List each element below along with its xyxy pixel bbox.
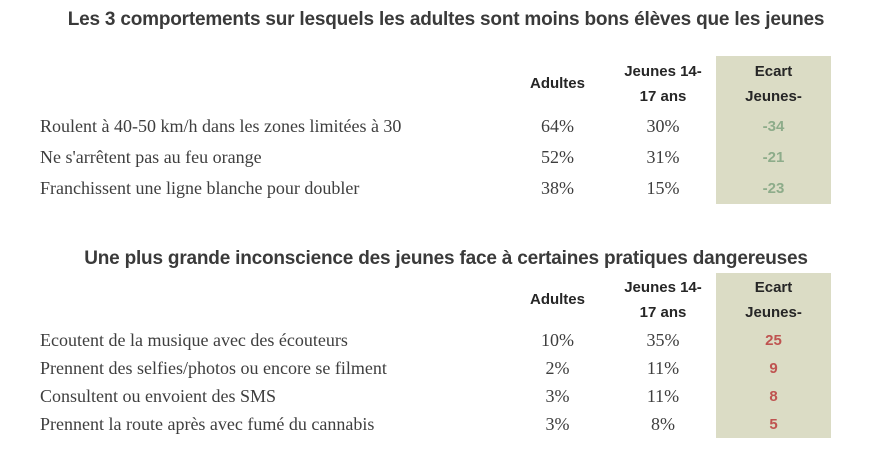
table-row: Franchissent une ligne blanche pour doub… — [40, 173, 892, 204]
column-header-ecart-line2: Jeunes- — [745, 303, 802, 321]
jeunes-value: 30% — [646, 116, 680, 136]
empty-header-cell — [40, 273, 505, 326]
column-header-ecart-line1: Ecart — [754, 62, 793, 80]
behavior-label: Prennent des selfies/photos ou encore se… — [40, 357, 387, 378]
ecart-value: -23 — [716, 173, 831, 204]
table-row: Ecoutent de la musique avec des écouteur… — [40, 326, 892, 354]
jeunes-value: 15% — [646, 178, 680, 198]
table-row: Consultent ou envoient des SMS 3% 11% 8 — [40, 382, 892, 410]
column-header-ecart-line1: Ecart — [754, 278, 793, 296]
ecart-value: -21 — [716, 142, 831, 173]
table-title: Les 3 comportements sur lesquels les adu… — [67, 9, 825, 30]
behavior-label: Ne s'arrêtent pas au feu orange — [40, 147, 262, 167]
table-row: Roulent à 40-50 km/h dans les zones limi… — [40, 111, 892, 142]
ecart-value: 5 — [716, 410, 831, 438]
jeunes-value: 35% — [646, 329, 680, 350]
table-row: Prennent des selfies/photos ou encore se… — [40, 354, 892, 382]
adultes-value: 52% — [541, 147, 574, 167]
column-header-adultes: Adultes — [529, 75, 585, 92]
ecart-value: 9 — [716, 354, 831, 382]
table-row: Ne s'arrêtent pas au feu orange 52% 31% … — [40, 142, 892, 173]
behavior-label: Franchissent une ligne blanche pour doub… — [40, 178, 360, 198]
column-header-jeunes-line2: 17 ans — [639, 87, 687, 105]
adultes-value: 38% — [541, 178, 574, 198]
adultes-value: 2% — [545, 357, 570, 378]
column-header-ecart: Ecart Jeunes- — [716, 56, 831, 111]
jeunes-value: 8% — [651, 413, 675, 434]
table-row: Prennent la route après avec fumé du can… — [40, 410, 892, 438]
column-header-adultes: Adultes — [529, 291, 585, 308]
behavior-label: Roulent à 40-50 km/h dans les zones limi… — [40, 116, 402, 136]
adultes-value: 3% — [545, 385, 570, 406]
column-header-jeunes-line2: 17 ans — [639, 303, 687, 321]
table-title: Une plus grande inconscience des jeunes … — [84, 248, 808, 269]
adultes-value: 10% — [541, 329, 574, 350]
adultes-value: 3% — [545, 413, 570, 434]
ecart-value: 25 — [716, 326, 831, 354]
table-header-row: Adultes Jeunes 14- 17 ans Ecart Jeunes- — [40, 273, 892, 326]
jeunes-value: 11% — [646, 357, 680, 378]
empty-header-cell — [40, 56, 505, 111]
column-header-jeunes-line1: Jeunes 14- — [624, 278, 702, 296]
column-header-jeunes: Jeunes 14- 17 ans — [610, 273, 716, 326]
section-adultes-moins-bons: Les 3 comportements sur lesquels les adu… — [0, 0, 892, 204]
section-inconscience-jeunes: Une plus grande inconscience des jeunes … — [0, 247, 892, 438]
adultes-value: 64% — [541, 116, 574, 136]
column-header-jeunes: Jeunes 14- 17 ans — [610, 56, 716, 111]
jeunes-value: 11% — [646, 385, 680, 406]
ecart-value: -34 — [716, 111, 831, 142]
jeunes-value: 31% — [646, 147, 680, 167]
behavior-label: Ecoutent de la musique avec des écouteur… — [40, 329, 348, 350]
table-header-row: Adultes Jeunes 14- 17 ans Ecart Jeunes- — [40, 56, 892, 111]
column-header-ecart-line2: Jeunes- — [745, 87, 802, 105]
behavior-label: Prennent la route après avec fumé du can… — [40, 413, 375, 434]
column-header-jeunes-line1: Jeunes 14- — [624, 62, 702, 80]
behavior-label: Consultent ou envoient des SMS — [40, 385, 277, 406]
ecart-value: 8 — [716, 382, 831, 410]
column-header-ecart: Ecart Jeunes- — [716, 273, 831, 326]
